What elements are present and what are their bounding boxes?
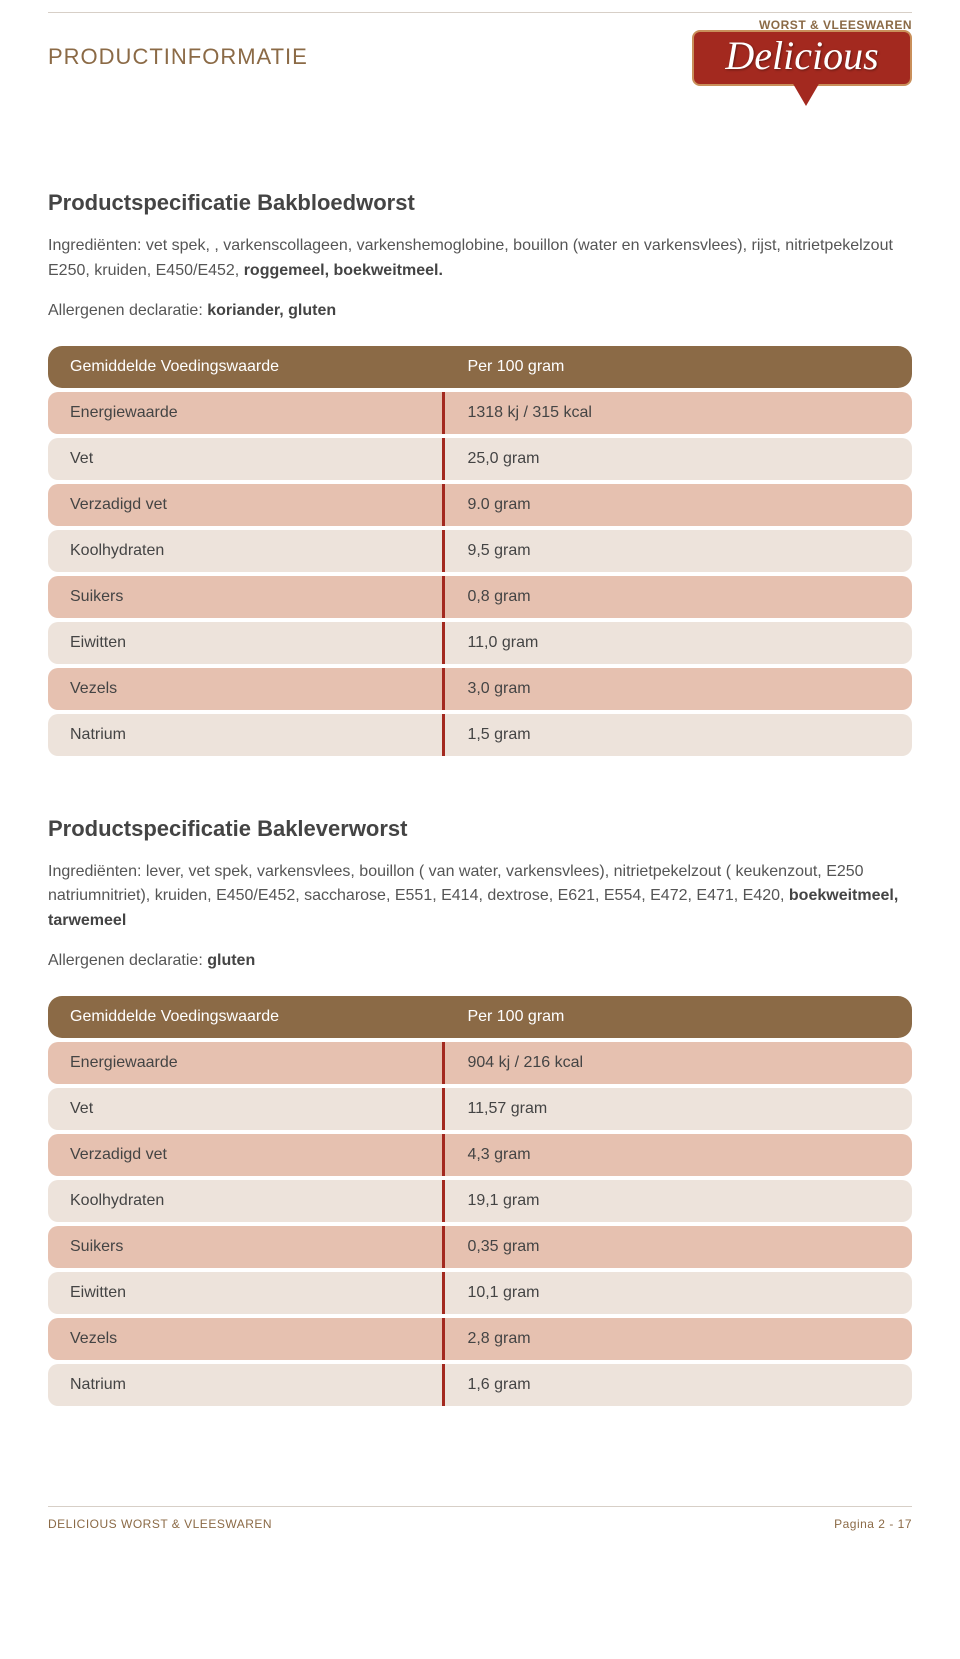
row-label: Eiwitten [48,1272,445,1314]
row-value: 0,35 gram [445,1226,912,1268]
row-value: 11,57 gram [445,1088,912,1130]
table-row: Eiwitten11,0 gram [48,622,912,664]
logo-banner: Delicious [692,30,912,86]
product1-title-bold: Bakbloedworst [257,190,415,215]
page-container: WORST & VLEESWAREN PRODUCTINFORMATIE Del… [0,0,960,1551]
brand-logo: Delicious [692,30,912,86]
product2-table-body: Energiewaarde904 kj / 216 kcalVet11,57 g… [48,1038,912,1406]
table-row: Verzadigd vet4,3 gram [48,1134,912,1176]
product1-title: Productspecificatie Bakbloedworst [48,190,912,216]
row-value: 25,0 gram [445,438,912,480]
row-value: 904 kj / 216 kcal [445,1042,912,1084]
table-row: Koolhydraten19,1 gram [48,1180,912,1222]
product1-allergen: Allergenen declaratie: koriander, gluten [48,302,912,320]
row-value: 1318 kj / 315 kcal [445,392,912,434]
table-row: Vezels3,0 gram [48,668,912,710]
table-row: Energiewaarde904 kj / 216 kcal [48,1042,912,1084]
product1-ing-text: vet spek, , varkenscollageen, varkenshem… [48,237,893,279]
product1-allergen-bold: koriander, gluten [207,302,336,319]
logo-tail-icon [792,82,820,106]
logo-text: Delicious [704,36,900,76]
product1-ing-bold: roggemeel, boekweitmeel. [244,262,443,279]
row-label: Verzadigd vet [48,484,445,526]
product2-ingredients: Ingrediënten: lever, vet spek, varkensvl… [48,860,912,934]
product2-ing-text: lever, vet spek, varkensvlees, bouillon … [48,863,864,905]
table-row: Verzadigd vet9.0 gram [48,484,912,526]
table-header-right: Per 100 gram [445,346,912,388]
row-label: Suikers [48,576,445,618]
row-value: 10,1 gram [445,1272,912,1314]
table-header-right: Per 100 gram [445,996,912,1038]
product1-title-prefix: Productspecificatie [48,190,257,215]
table-row: Energiewaarde1318 kj / 315 kcal [48,392,912,434]
table-row: Natrium1,6 gram [48,1364,912,1406]
footer-right: Pagina 2 - 17 [834,1517,912,1531]
row-label: Energiewaarde [48,392,445,434]
product2-allergen: Allergenen declaratie: gluten [48,952,912,970]
row-label: Vet [48,438,445,480]
row-value: 11,0 gram [445,622,912,664]
table-header: Gemiddelde Voedingswaarde Per 100 gram [48,996,912,1038]
product1-table-body: Energiewaarde1318 kj / 315 kcalVet25,0 g… [48,388,912,756]
footer-left: DELICIOUS WORST & VLEESWAREN [48,1517,272,1531]
product1-ingredients: Ingrediënten: vet spek, , varkenscollage… [48,234,912,284]
row-value: 1,5 gram [445,714,912,756]
table-header-left: Gemiddelde Voedingswaarde [48,996,445,1038]
table-row: Vet11,57 gram [48,1088,912,1130]
product2-title-prefix: Productspecificatie [48,816,257,841]
product1-allergen-label: Allergenen declaratie: [48,302,207,319]
row-value: 19,1 gram [445,1180,912,1222]
table-header-left: Gemiddelde Voedingswaarde [48,346,445,388]
row-value: 4,3 gram [445,1134,912,1176]
product2-allergen-bold: gluten [207,952,255,969]
page-footer: DELICIOUS WORST & VLEESWAREN Pagina 2 - … [48,1506,912,1531]
row-label: Koolhydraten [48,530,445,572]
table-row: Suikers0,8 gram [48,576,912,618]
product2-ing-label: Ingrediënten: [48,863,146,880]
row-value: 9,5 gram [445,530,912,572]
row-label: Verzadigd vet [48,1134,445,1176]
row-value: 9.0 gram [445,484,912,526]
table-row: Eiwitten10,1 gram [48,1272,912,1314]
row-label: Suikers [48,1226,445,1268]
table-row: Natrium1,5 gram [48,714,912,756]
row-value: 2,8 gram [445,1318,912,1360]
product1-ing-label: Ingrediënten: [48,237,146,254]
product2-nutrition-table: Gemiddelde Voedingswaarde Per 100 gram E… [48,996,912,1406]
product2-allergen-label: Allergenen declaratie: [48,952,207,969]
table-header: Gemiddelde Voedingswaarde Per 100 gram [48,346,912,388]
table-row: Vezels2,8 gram [48,1318,912,1360]
header-divider [48,12,912,13]
row-label: Vezels [48,1318,445,1360]
product2-title-bold: Bakleverworst [257,816,407,841]
row-label: Koolhydraten [48,1180,445,1222]
row-label: Vezels [48,668,445,710]
row-value: 0,8 gram [445,576,912,618]
product1-nutrition-table: Gemiddelde Voedingswaarde Per 100 gram E… [48,346,912,756]
row-label: Eiwitten [48,622,445,664]
row-label: Natrium [48,714,445,756]
product2-title: Productspecificatie Bakleverworst [48,816,912,842]
row-value: 1,6 gram [445,1364,912,1406]
table-row: Koolhydraten9,5 gram [48,530,912,572]
table-row: Suikers0,35 gram [48,1226,912,1268]
row-value: 3,0 gram [445,668,912,710]
row-label: Natrium [48,1364,445,1406]
table-row: Vet25,0 gram [48,438,912,480]
row-label: Vet [48,1088,445,1130]
row-label: Energiewaarde [48,1042,445,1084]
